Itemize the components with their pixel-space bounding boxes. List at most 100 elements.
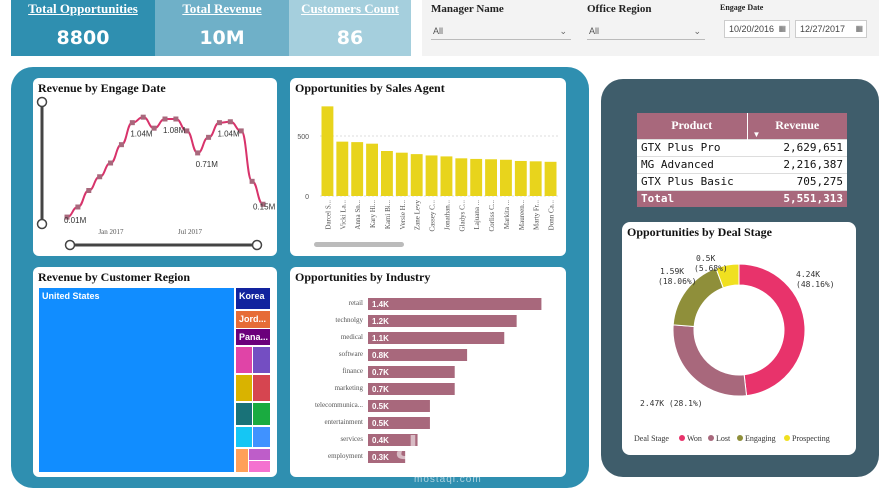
industry-chart: Opportunities by Industry retail 1.4K tech… <box>290 267 566 477</box>
engage-start-date[interactable]: 10/20/2016 ▦ <box>724 20 790 38</box>
data-label: 1.04M <box>130 130 153 139</box>
data-point <box>206 134 212 140</box>
treemap-label: United States <box>42 291 100 301</box>
data-point <box>260 201 266 207</box>
y-tick-label: 0 <box>305 194 309 201</box>
x-tick-label: Marty Fr... <box>533 200 541 230</box>
category-label: telecommunica... <box>315 401 363 409</box>
chart-title: Opportunities by Deal Stage <box>627 225 773 239</box>
office-filter-value: All <box>589 26 600 36</box>
data-label: 0.71M <box>196 160 219 169</box>
x-tick-label: Zane Levy <box>414 200 422 231</box>
treemap-tile <box>236 288 270 309</box>
data-point <box>162 116 168 122</box>
agent-bar <box>410 154 423 196</box>
kpi-value: 86 <box>336 27 364 49</box>
category-label: technolgy <box>335 316 363 324</box>
x-tick-label: Lajuana ... <box>473 200 481 230</box>
watermark-logo: مستقل <box>395 432 490 462</box>
office-filter-dropdown[interactable]: All ⌄ <box>587 22 705 40</box>
treemap-tile <box>253 375 270 401</box>
category-label: medical <box>341 333 363 341</box>
treemap-tile <box>253 427 270 447</box>
industry-bar <box>368 315 517 327</box>
kpi-title: Total Revenue <box>182 1 262 16</box>
chevron-down-icon: ⌄ <box>693 26 701 36</box>
revenue-cell: 2,629,651 <box>747 138 847 156</box>
table-row: GTX Plus Pro 2,629,651 <box>637 138 847 156</box>
slice-label: 4.24K <box>796 270 820 279</box>
data-label: 0.4K <box>372 436 389 445</box>
industry-bar <box>368 298 542 310</box>
industry-bar <box>368 349 468 361</box>
industry-bar <box>368 366 455 378</box>
chart-title: Revenue by Engage Date <box>38 81 166 95</box>
product-cell: GTX Plus Pro <box>637 138 747 156</box>
legend-label: Prospecting <box>792 434 830 443</box>
engage-date-chart: Revenue by Engage Date 0.01M 1.04M 1.08M 0.… <box>33 78 277 256</box>
manager-filter-dropdown[interactable]: All ⌄ <box>431 22 571 40</box>
watermark-sub: mostaql.com <box>414 474 482 485</box>
table-header-product[interactable]: Product <box>637 113 748 139</box>
category-label: marketing <box>335 384 364 392</box>
revenue-header-label: Revenue <box>775 118 820 133</box>
x-tick-label: Vicki La... <box>339 200 347 230</box>
agent-bar <box>470 158 483 196</box>
industry-plot: retail 1.4K technolgy 1.2K medical 1.1K softwa… <box>315 298 542 463</box>
table-row: MG Advanced 2,216,387 <box>637 155 847 173</box>
legend-marker <box>708 435 714 441</box>
donut-slice <box>738 263 806 397</box>
treemap-tile <box>236 375 252 401</box>
agent-bar <box>485 159 497 196</box>
data-label: 0.5K <box>372 402 389 411</box>
industry-bar <box>368 332 505 344</box>
y-tick-label: 500 <box>297 134 309 141</box>
kpi-customers-count: Customers Count 86 <box>289 0 411 56</box>
y-range-slider-handle <box>36 218 48 230</box>
data-label: 0.5K <box>372 419 389 428</box>
x-range-slider-handle <box>64 239 76 251</box>
kpi-value: 10M <box>199 27 245 49</box>
data-label: 0.7K <box>372 368 389 377</box>
sort-desc-icon: ▼ <box>752 129 761 139</box>
treemap-tile <box>236 427 252 447</box>
legend-label: Won <box>687 434 702 443</box>
deal-stage-chart: Opportunities by Deal Stage 4.24K (48.16%… <box>622 222 856 455</box>
data-label: 1.2K <box>372 317 389 326</box>
data-label: 1.4K <box>372 300 389 309</box>
table-header-revenue[interactable]: Revenue ▼ <box>747 113 847 139</box>
data-label: 0.8K <box>372 351 389 360</box>
kpi-total-revenue: Total Revenue 10M <box>155 0 289 56</box>
table-row: GTX Plus Basic 705,275 <box>637 172 847 190</box>
manager-filter-value: All <box>433 26 444 36</box>
treemap-tile <box>236 403 252 425</box>
category-label: retail <box>349 299 363 307</box>
data-point <box>129 120 135 126</box>
category-label: finance <box>342 367 363 375</box>
category-label: services <box>340 435 363 443</box>
chart-title: Opportunities by Sales Agent <box>295 81 445 95</box>
data-point <box>97 174 103 180</box>
treemap-tile <box>253 347 270 373</box>
calendar-icon: ▦ <box>778 24 786 33</box>
customer-region-chart: Revenue by Customer Region United States… <box>33 267 277 477</box>
slice-label: (5.68%) <box>694 264 728 273</box>
treemap-label: Korea <box>239 291 266 301</box>
engage-end-date[interactable]: 12/27/2017 ▦ <box>795 20 867 38</box>
slice-label: 0.5K <box>696 254 715 263</box>
data-point <box>227 119 233 125</box>
data-point <box>195 150 201 156</box>
treemap-tile <box>236 449 248 472</box>
x-range-slider-handle <box>251 239 263 251</box>
industry-bar <box>368 434 418 446</box>
agent-bar <box>321 106 334 196</box>
agent-bar <box>351 142 364 196</box>
x-tick-label: Corliss C... <box>488 200 496 232</box>
sales-agent-plot: 500 0 Darcel S... Vicki La... Anna Sn... Kary… <box>297 106 558 247</box>
x-tick-label: Anna Sn... <box>354 200 362 230</box>
data-label: 0.15M <box>253 202 276 211</box>
agent-bar <box>336 141 349 196</box>
x-tick-label: Darcel S... <box>324 200 332 230</box>
total-label: Total <box>637 189 747 207</box>
product-cell: GTX Plus Basic <box>637 172 747 190</box>
